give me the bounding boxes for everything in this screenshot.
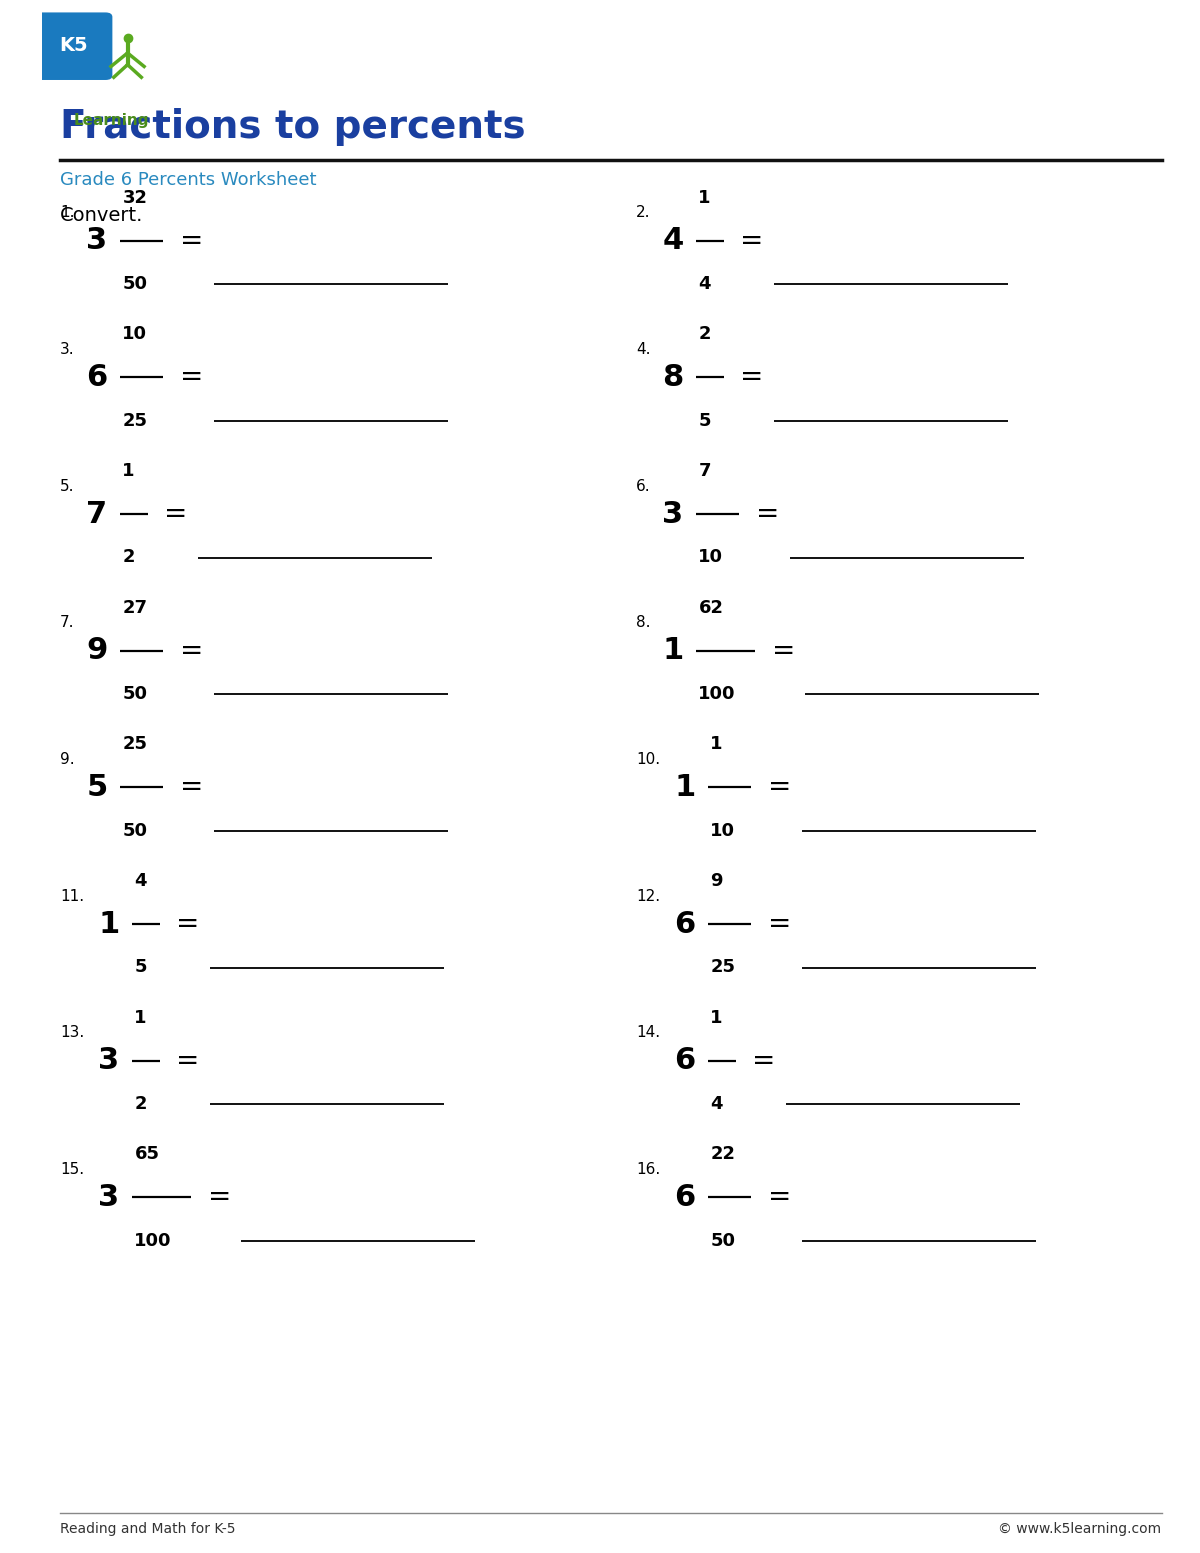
Text: 2: 2 [698,325,710,343]
Text: =: = [756,500,779,528]
Text: 2: 2 [134,1095,146,1114]
Text: 1: 1 [122,461,134,480]
Text: 3: 3 [98,1183,120,1211]
Text: =: = [740,227,763,255]
Text: =: = [208,1183,230,1211]
Text: 1: 1 [134,1008,146,1027]
Text: 25: 25 [122,735,148,753]
Text: 9.: 9. [60,752,74,767]
Text: 3.: 3. [60,342,74,357]
Text: 100: 100 [134,1232,172,1250]
Text: =: = [772,637,794,665]
Text: 10: 10 [698,548,724,567]
Text: 9: 9 [86,637,108,665]
Text: =: = [176,910,199,938]
Text: 1: 1 [698,188,710,207]
Text: 2: 2 [122,548,134,567]
Text: 11.: 11. [60,888,84,904]
Text: 27: 27 [122,598,148,617]
Text: 4: 4 [710,1095,722,1114]
Text: K5: K5 [60,36,88,56]
Text: 7.: 7. [60,615,74,631]
Text: © www.k5learning.com: © www.k5learning.com [998,1522,1162,1536]
Text: 12.: 12. [636,888,660,904]
Text: 6.: 6. [636,478,650,494]
Text: 32: 32 [122,188,148,207]
Text: 5.: 5. [60,478,74,494]
Text: 3: 3 [98,1047,120,1075]
Text: 8: 8 [662,363,684,391]
Text: =: = [180,773,203,801]
Text: =: = [180,227,203,255]
Text: 6: 6 [86,363,108,391]
Text: 1: 1 [710,735,722,753]
Text: Learning: Learning [73,113,149,129]
Text: 6: 6 [674,1047,696,1075]
Text: 50: 50 [122,822,148,840]
Text: 4: 4 [662,227,684,255]
FancyBboxPatch shape [35,12,113,79]
Text: 13.: 13. [60,1025,84,1041]
Text: 6: 6 [674,910,696,938]
Text: =: = [768,773,791,801]
Text: 50: 50 [122,685,148,704]
Text: 5: 5 [86,773,108,801]
Text: 2.: 2. [636,205,650,221]
Text: Grade 6 Percents Worksheet: Grade 6 Percents Worksheet [60,171,317,189]
Text: Convert.: Convert. [60,207,143,225]
Text: 62: 62 [698,598,724,617]
Text: 25: 25 [710,958,736,977]
Text: 1.: 1. [60,205,74,221]
Text: Reading and Math for K-5: Reading and Math for K-5 [60,1522,235,1536]
Text: 22: 22 [710,1145,736,1163]
Text: 100: 100 [698,685,736,704]
Text: 15.: 15. [60,1162,84,1177]
Text: 1: 1 [710,1008,722,1027]
Text: =: = [752,1047,775,1075]
Text: 3: 3 [662,500,684,528]
Text: =: = [768,910,791,938]
Text: =: = [176,1047,199,1075]
Text: 10: 10 [122,325,148,343]
Text: 14.: 14. [636,1025,660,1041]
Text: 6: 6 [674,1183,696,1211]
Text: =: = [164,500,187,528]
Text: 3: 3 [86,227,108,255]
Text: 25: 25 [122,412,148,430]
Text: 50: 50 [710,1232,736,1250]
Text: 7: 7 [698,461,710,480]
Text: 65: 65 [134,1145,160,1163]
Text: =: = [768,1183,791,1211]
Text: =: = [180,637,203,665]
Text: 8.: 8. [636,615,650,631]
Text: 10: 10 [710,822,736,840]
Text: 5: 5 [134,958,146,977]
Text: 10.: 10. [636,752,660,767]
Text: 4.: 4. [636,342,650,357]
Text: 9: 9 [710,871,722,890]
Text: Fractions to percents: Fractions to percents [60,109,526,146]
Text: 4: 4 [134,871,146,890]
Text: 4: 4 [698,275,710,294]
Text: =: = [740,363,763,391]
Text: 5: 5 [698,412,710,430]
Text: 16.: 16. [636,1162,660,1177]
Text: 1: 1 [662,637,684,665]
Text: 1: 1 [674,773,696,801]
Text: 1: 1 [98,910,120,938]
Text: 50: 50 [122,275,148,294]
Text: 7: 7 [86,500,108,528]
Text: =: = [180,363,203,391]
